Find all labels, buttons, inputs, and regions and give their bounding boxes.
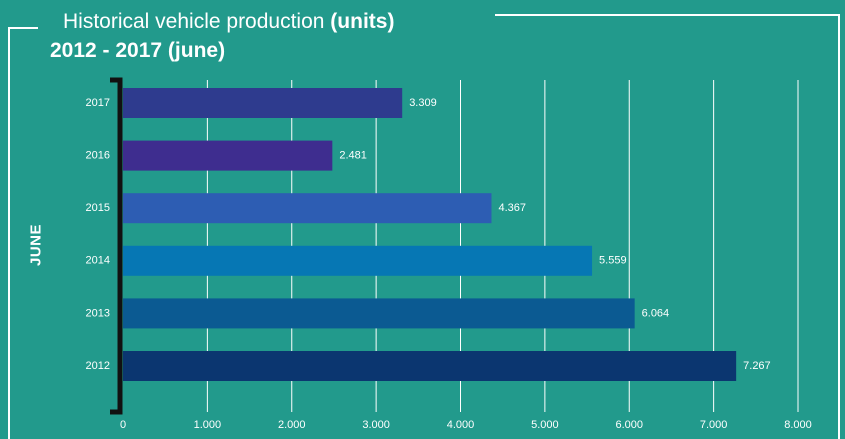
chart-title: Historical vehicle production (units)	[63, 9, 394, 35]
chart-title-main: Historical vehicle production	[63, 10, 331, 33]
x-tick-label: 3.000	[362, 419, 390, 431]
chart-subtitle: 2012 - 2017 (june)	[50, 39, 226, 62]
bar	[123, 88, 403, 118]
bar	[123, 298, 635, 329]
bar-value-label: 4.367	[498, 202, 526, 214]
bar	[123, 140, 333, 171]
chart-title-unit: (units)	[330, 10, 395, 33]
chart-value-labels: 3.309 2.481 4.367 5.559 6.064 7.267	[339, 97, 770, 372]
x-tick-label: 2.000	[278, 419, 306, 431]
x-tick-label: 6.000	[615, 419, 643, 431]
x-tick-label: 8.000	[784, 419, 812, 431]
category-label: 2013	[86, 307, 110, 319]
category-label: 2015	[86, 202, 110, 214]
y-axis-bracket	[110, 77, 123, 415]
bar-value-label: 5.559	[599, 255, 627, 267]
frame-line-left	[8, 27, 10, 439]
chart-category-labels: 2017 2016 2015 2014 2013 2012	[86, 97, 110, 372]
bar	[123, 245, 593, 276]
category-label: 2017	[86, 97, 110, 109]
category-label: 2014	[86, 255, 110, 267]
x-tick-label: 1.000	[194, 419, 222, 431]
category-label: 2012	[86, 360, 110, 372]
bar-value-label: 2.481	[339, 150, 367, 162]
bar-value-label: 7.267	[743, 360, 771, 372]
chart-bars	[123, 88, 737, 381]
frame-line-right	[838, 14, 840, 439]
x-tick-label: 7.000	[700, 419, 728, 431]
bar-value-label: 3.309	[409, 97, 437, 109]
x-tick-label: 0	[120, 419, 126, 431]
bar	[123, 351, 737, 381]
x-tick-label: 4.000	[447, 419, 475, 431]
category-label: 2016	[86, 150, 110, 162]
x-tick-label: 5.000	[531, 419, 559, 431]
bar	[123, 193, 492, 224]
frame-line-top-left	[8, 27, 38, 29]
bar-value-label: 6.064	[642, 307, 670, 319]
frame-line-top-right	[495, 14, 840, 16]
chart-x-tick-labels: 0 1.000 2.000 3.000 4.000 5.000 6.000 7.000 8.00…	[120, 419, 812, 431]
